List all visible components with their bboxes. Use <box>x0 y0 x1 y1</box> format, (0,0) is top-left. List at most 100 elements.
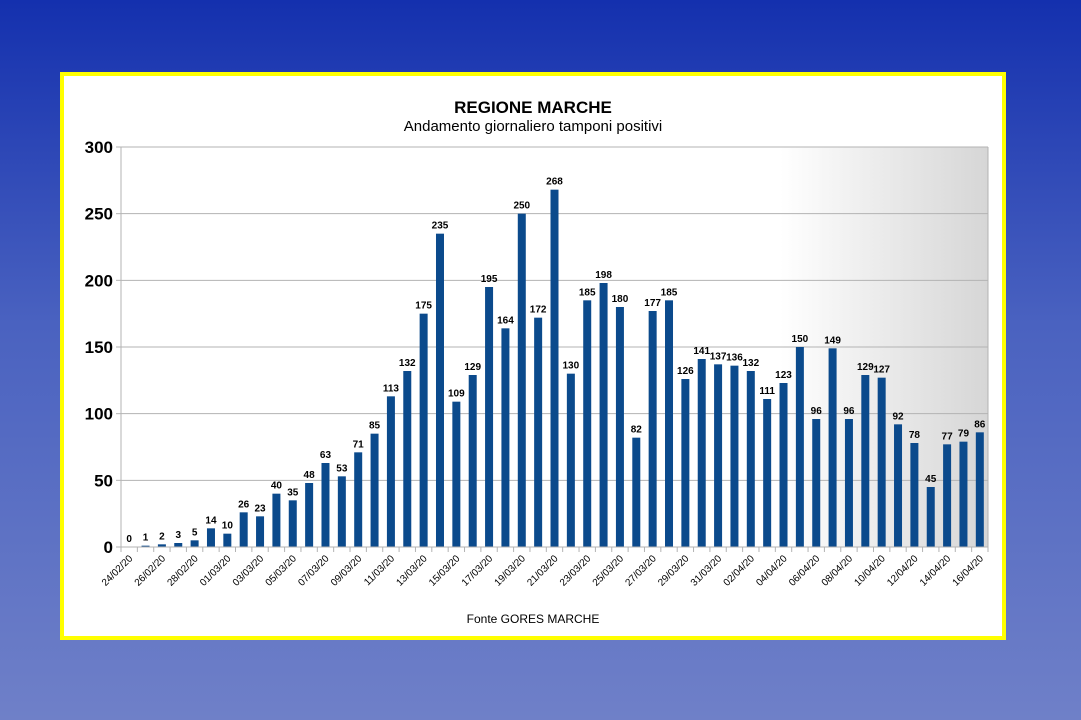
bar <box>419 313 428 547</box>
x-tick-label: 08/04/20 <box>820 553 856 589</box>
x-tick-label: 21/03/20 <box>525 553 561 589</box>
data-label: 250 <box>513 201 530 212</box>
bar <box>141 545 150 547</box>
data-label: 0 <box>126 534 132 545</box>
data-label: 177 <box>644 298 661 309</box>
bar <box>714 364 723 547</box>
data-label: 175 <box>415 301 432 312</box>
bar <box>272 493 281 547</box>
data-label: 127 <box>873 365 890 376</box>
x-tick-label: 23/03/20 <box>558 553 594 589</box>
data-label: 164 <box>497 315 514 326</box>
bar <box>190 540 199 547</box>
data-label: 126 <box>677 366 694 377</box>
data-label: 268 <box>546 177 563 188</box>
data-label: 185 <box>579 287 596 298</box>
data-label: 96 <box>811 406 823 417</box>
bar <box>681 379 690 547</box>
bar <box>206 528 215 547</box>
bar <box>337 476 346 547</box>
bar <box>485 287 494 547</box>
bar <box>550 189 559 547</box>
bar <box>615 307 624 547</box>
data-label: 149 <box>824 335 841 346</box>
data-label: 2 <box>159 531 165 542</box>
bar <box>795 347 804 547</box>
y-tick-label: 200 <box>85 271 113 290</box>
y-tick-label: 50 <box>94 471 113 490</box>
y-tick-label: 250 <box>85 205 113 224</box>
data-label: 85 <box>369 421 381 432</box>
x-tick-label: 02/04/20 <box>722 553 758 589</box>
bar <box>812 419 821 547</box>
bar <box>452 401 461 547</box>
x-tick-label: 04/04/20 <box>754 553 790 589</box>
bar <box>583 300 592 547</box>
data-label: 78 <box>909 430 921 441</box>
bar <box>403 371 412 547</box>
bar <box>648 311 657 547</box>
chart-frame: REGIONE MARCHE Andamento giornaliero tam… <box>60 72 1006 640</box>
data-label: 1 <box>143 533 149 544</box>
data-label: 129 <box>857 362 874 373</box>
bar <box>894 424 903 547</box>
data-label: 53 <box>336 463 348 474</box>
data-label: 86 <box>974 419 986 430</box>
bar <box>975 432 984 547</box>
data-label: 79 <box>958 429 970 440</box>
bar <box>779 383 788 547</box>
data-label: 5 <box>192 527 198 538</box>
data-label: 82 <box>631 425 643 436</box>
x-tick-label: 01/03/20 <box>198 553 234 589</box>
bar <box>174 543 183 547</box>
data-label: 130 <box>563 361 580 372</box>
x-tick-label: 11/03/20 <box>362 553 397 588</box>
data-label: 35 <box>287 487 299 498</box>
bar <box>861 375 870 547</box>
x-tick-label: 03/03/20 <box>231 553 267 589</box>
data-label: 132 <box>742 358 759 369</box>
data-label: 71 <box>353 439 365 450</box>
x-tick-label: 28/02/20 <box>165 553 201 589</box>
x-tick-label: 05/03/20 <box>264 553 300 589</box>
bar <box>354 452 363 547</box>
data-label: 180 <box>612 294 629 305</box>
bar <box>223 533 232 547</box>
data-label: 172 <box>530 305 547 316</box>
x-tick-label: 24/02/20 <box>100 553 136 589</box>
data-label: 136 <box>726 353 743 364</box>
data-label: 40 <box>271 481 283 492</box>
bar <box>943 444 952 547</box>
x-tick-label: 07/03/20 <box>296 553 332 589</box>
x-tick-label: 09/03/20 <box>329 553 365 589</box>
x-tick-label: 13/03/20 <box>394 553 430 589</box>
bar <box>844 419 853 547</box>
bar <box>305 483 314 547</box>
bar <box>959 441 968 547</box>
data-label: 150 <box>792 334 809 345</box>
bar <box>566 373 575 547</box>
y-tick-label: 300 <box>85 138 113 157</box>
x-tick-label: 14/04/20 <box>918 553 954 589</box>
bar <box>665 300 674 547</box>
bar <box>386 396 395 547</box>
data-label: 129 <box>464 362 481 373</box>
data-label: 96 <box>843 406 855 417</box>
y-tick-label: 150 <box>85 338 113 357</box>
y-tick-label: 0 <box>104 538 113 557</box>
data-label: 48 <box>304 470 316 481</box>
bar <box>746 371 755 547</box>
data-label: 109 <box>448 389 465 400</box>
bar <box>730 365 739 547</box>
bar <box>632 437 641 547</box>
data-label: 77 <box>942 431 954 442</box>
bar <box>370 433 379 547</box>
x-tick-label: 29/03/20 <box>656 553 692 589</box>
bar <box>763 399 772 547</box>
chart-subtitle: Andamento giornaliero tamponi positivi <box>403 118 663 135</box>
bar <box>435 233 444 547</box>
x-tick-label: 17/03/20 <box>460 553 496 589</box>
bar <box>256 516 265 547</box>
bar <box>697 359 706 547</box>
